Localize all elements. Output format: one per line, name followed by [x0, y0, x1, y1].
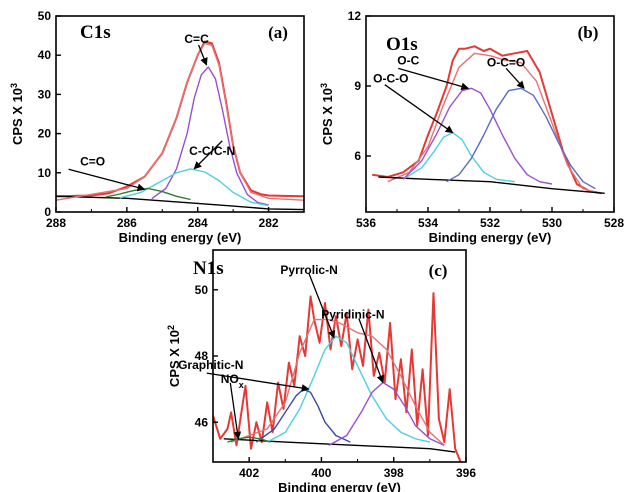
annotation-arrow [358, 318, 385, 384]
annotation-arrow [68, 168, 146, 192]
x-tick-label: 534 [418, 216, 438, 230]
annotation-arrow [197, 44, 208, 66]
panel-label: (b) [578, 23, 599, 42]
x-axis-title: Binding energy (eV) [278, 480, 401, 492]
panel-3: 402 400 398 396 46 48 50 Binding energy (eV) CPS… [166, 249, 476, 492]
panel-1: 288 286 284 282 0 10 20 30 40 50 Binding energy (e… [9, 9, 305, 245]
plot-frame [55, 15, 305, 213]
series-line-6 [227, 436, 272, 443]
x-tick-label: 284 [188, 216, 208, 230]
y-tick-label: 6 [354, 149, 361, 163]
series-line-0 [213, 292, 462, 462]
y-tick-label: 0 [44, 205, 51, 219]
y-axis-title: CPS X 103 [9, 83, 25, 145]
x-tick-label: 396 [456, 466, 476, 480]
annotation-label: C=C [184, 32, 209, 46]
annotation-arrow [505, 67, 525, 89]
series-line-1 [230, 318, 445, 446]
y-tick-label: 30 [38, 87, 52, 101]
x-tick-label: 286 [117, 216, 137, 230]
panel-label: (a) [268, 23, 288, 42]
series-line-3 [402, 132, 515, 183]
x-tick-label: 398 [384, 466, 404, 480]
series-line-4 [119, 168, 269, 207]
x-tick-label: 528 [604, 216, 624, 230]
y-tick-label: 40 [38, 48, 52, 62]
plot-area [56, 40, 304, 211]
annotation-arrow [206, 372, 310, 392]
series-line-2 [378, 176, 605, 194]
series-line-2 [223, 438, 456, 453]
annotation-label: O-C-O [373, 72, 408, 86]
annotation-label: Pyridinic-N [321, 308, 384, 322]
y-axis-title: CPS X 102 [166, 325, 182, 387]
panel-title: O1s [386, 34, 418, 55]
x-tick-label: 530 [542, 216, 562, 230]
y-tick-label: 12 [348, 9, 362, 23]
y-tick-label: 9 [354, 79, 361, 93]
series-line-3 [266, 335, 431, 443]
series-line-5 [105, 187, 191, 201]
annotation-label: Graphitic-N [178, 358, 243, 372]
x-axis-title: Binding energy (eV) [429, 230, 552, 245]
series-line-0 [56, 40, 304, 198]
y-tick-label: 20 [38, 127, 52, 141]
annotation-label: O-C [397, 53, 419, 67]
series-line-1 [56, 195, 304, 211]
annotation-label: C-C/C-N [189, 144, 235, 158]
annotation-label: O-C=O [487, 55, 525, 69]
annotation-label: NOx [221, 372, 244, 390]
series-line-5 [328, 381, 445, 447]
x-axis-title: Binding energy (eV) [119, 230, 242, 245]
x-tick-label: 400 [311, 466, 331, 480]
x-tick-label: 282 [259, 216, 279, 230]
x-tick-label: 532 [480, 216, 500, 230]
panel-2: 536 534 532 530 528 6 9 12 Binding energy (eV) CP… [319, 9, 624, 245]
x-tick-label: 536 [356, 216, 376, 230]
panel-label: (c) [429, 261, 448, 280]
annotation-arrow [308, 273, 336, 339]
panel-title: N1s [193, 258, 224, 279]
y-tick-label: 50 [195, 283, 209, 297]
annotation-arrow [193, 140, 223, 170]
y-axis-title: CPS X 103 [319, 83, 335, 145]
series-line-1 [387, 52, 599, 194]
y-tick-label: 10 [38, 166, 52, 180]
annotation-arrow [384, 84, 454, 134]
x-tick-label: 288 [46, 216, 66, 230]
panel-title: C1s [80, 22, 111, 43]
y-tick-label: 50 [38, 9, 52, 23]
annotation-arrow [398, 67, 470, 91]
series-line-2 [56, 42, 304, 201]
annotation-arrow [229, 382, 242, 440]
x-tick-label: 402 [239, 466, 259, 480]
annotation-label: C=O [80, 154, 105, 168]
y-tick-label: 46 [195, 415, 209, 429]
annotation-label: Pyrrolic-N [280, 263, 337, 277]
series-line-0 [372, 45, 602, 195]
series-line-4 [402, 87, 553, 185]
y-tick-label: 48 [195, 349, 209, 363]
series-line-3 [151, 66, 269, 206]
